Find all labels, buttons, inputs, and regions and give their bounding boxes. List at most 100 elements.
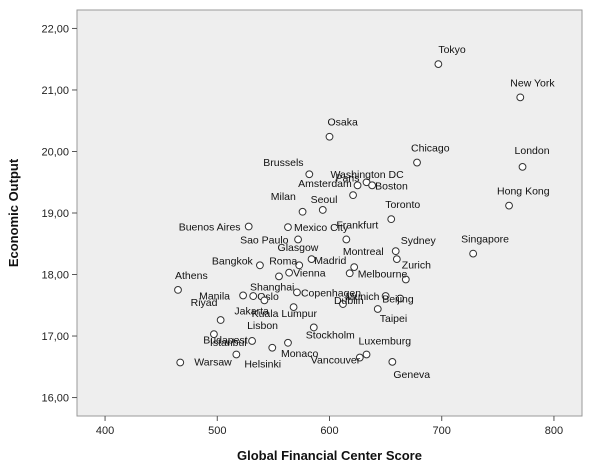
point-label: Roma bbox=[269, 255, 297, 267]
y-tick-label: 19,00 bbox=[41, 208, 69, 220]
point-label: London bbox=[515, 145, 550, 157]
x-tick-label: 500 bbox=[208, 425, 226, 437]
point-label: Bangkok bbox=[212, 255, 254, 267]
data-point bbox=[401, 275, 410, 284]
data-point bbox=[260, 296, 269, 305]
data-point bbox=[307, 255, 316, 264]
point-label: Singapore bbox=[461, 234, 509, 246]
point-label: Tokyo bbox=[438, 44, 466, 56]
point-label: New York bbox=[510, 77, 555, 89]
data-point bbox=[516, 93, 525, 102]
point-label: Beijing bbox=[382, 294, 414, 306]
point-label: Kuala Lumpur bbox=[252, 308, 318, 320]
x-axis: 400 500 600 700 800 bbox=[96, 416, 563, 437]
plot-area bbox=[76, 9, 583, 417]
point-label: Jakarta bbox=[234, 305, 269, 317]
y-tick-label: 17,00 bbox=[41, 331, 69, 343]
point-label: Athens bbox=[175, 270, 208, 282]
data-point bbox=[362, 350, 371, 359]
point-label: Brussels bbox=[263, 157, 303, 169]
data-point bbox=[295, 261, 304, 270]
y-tick-label: 22,00 bbox=[41, 23, 69, 35]
data-point bbox=[309, 323, 318, 332]
data-point bbox=[305, 170, 314, 179]
data-point bbox=[249, 292, 258, 300]
x-tick-label: 600 bbox=[320, 425, 338, 437]
data-point bbox=[275, 272, 283, 281]
point-label: Glasgow bbox=[278, 242, 319, 254]
point-label: Copenhagen bbox=[301, 287, 361, 299]
point-label: Mexico City bbox=[294, 222, 349, 234]
point-label: Munich bbox=[346, 291, 380, 303]
point-label: Osaka bbox=[328, 117, 359, 129]
point-label: Montreal bbox=[343, 246, 384, 258]
point-label: Frankfurt bbox=[336, 219, 378, 231]
point-label: Geneva bbox=[393, 369, 430, 381]
data-point bbox=[174, 285, 182, 294]
point-label: Shanghai bbox=[250, 281, 294, 293]
data-point bbox=[381, 292, 390, 300]
x-axis-title: Global Financial Center Score bbox=[237, 448, 422, 463]
point-label: Sao Paulo bbox=[240, 234, 289, 246]
data-point bbox=[518, 162, 527, 171]
point-label: Amsterdam bbox=[298, 178, 352, 190]
data-point bbox=[248, 337, 256, 345]
data-point bbox=[268, 343, 277, 352]
point-label: Milan bbox=[271, 191, 296, 203]
y-axis-title: Economic Output bbox=[6, 158, 21, 267]
data-point bbox=[469, 249, 478, 258]
data-point bbox=[318, 206, 327, 214]
data-point bbox=[176, 358, 185, 367]
data-points: Tokyo New York Osaka London Chicago Brussels W… bbox=[174, 44, 555, 381]
data-point bbox=[232, 350, 241, 359]
point-label: Budapest bbox=[203, 335, 247, 347]
point-label: Vienna bbox=[293, 268, 326, 280]
data-point bbox=[285, 268, 294, 277]
point-label: Stockholm bbox=[306, 329, 355, 341]
data-point bbox=[355, 353, 364, 362]
point-label: Sydney bbox=[401, 235, 437, 247]
data-point bbox=[284, 223, 292, 232]
data-point bbox=[256, 261, 264, 270]
data-point bbox=[298, 207, 307, 216]
data-point bbox=[396, 294, 405, 303]
data-point bbox=[350, 263, 359, 272]
data-point bbox=[342, 235, 351, 244]
point-label: Vancouver bbox=[311, 355, 361, 367]
data-point bbox=[216, 316, 225, 324]
data-point bbox=[434, 60, 443, 69]
data-point bbox=[294, 235, 302, 244]
data-point bbox=[325, 132, 334, 141]
point-label: Zurich bbox=[402, 259, 431, 271]
point-label: Hong Kong bbox=[497, 186, 550, 198]
point-label: Chicago bbox=[411, 143, 450, 155]
point-label: Manila bbox=[199, 290, 230, 302]
point-label: Toronto bbox=[385, 199, 420, 211]
point-label: Washington DC bbox=[331, 169, 405, 181]
point-label: Riyad bbox=[191, 297, 218, 309]
x-tick-label: 700 bbox=[433, 425, 451, 437]
data-point bbox=[388, 357, 397, 366]
point-label: Boston bbox=[375, 180, 408, 192]
point-label: Helsinki bbox=[244, 358, 281, 370]
data-point bbox=[293, 288, 301, 297]
x-tick-label: 800 bbox=[545, 425, 563, 437]
point-label: Seoul bbox=[311, 194, 338, 206]
point-label: Melbourne bbox=[358, 268, 408, 280]
data-point bbox=[387, 215, 396, 224]
y-tick-label: 18,00 bbox=[41, 270, 69, 282]
data-point bbox=[373, 305, 382, 313]
y-tick-label: 20,00 bbox=[41, 146, 69, 158]
data-point bbox=[349, 191, 357, 200]
point-label: Taipei bbox=[380, 313, 407, 325]
point-label: Istanbul bbox=[210, 337, 247, 349]
data-point bbox=[353, 181, 362, 190]
data-point bbox=[289, 303, 298, 312]
point-label: Luxemburg bbox=[359, 335, 412, 347]
point-label: Buenos Aires bbox=[179, 222, 241, 234]
data-point bbox=[413, 158, 421, 167]
data-point bbox=[239, 291, 247, 300]
data-point bbox=[391, 247, 400, 256]
data-point bbox=[244, 222, 253, 231]
